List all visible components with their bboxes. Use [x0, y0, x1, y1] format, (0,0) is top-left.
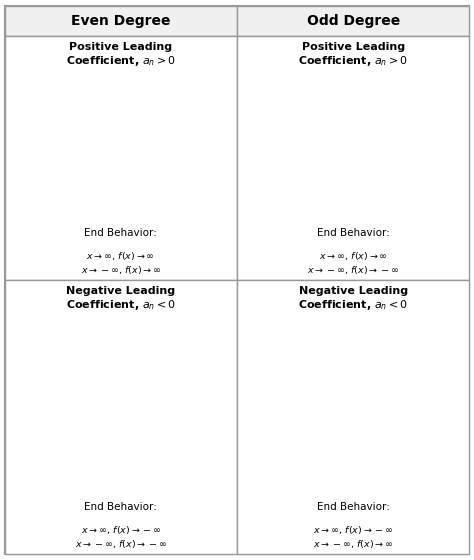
Text: $y$: $y$ — [129, 349, 139, 363]
Text: $x$: $x$ — [210, 419, 219, 432]
Text: $y$: $y$ — [129, 74, 139, 88]
Text: $y$: $y$ — [343, 349, 353, 363]
Text: Negative Leading
Coefficient, $a_n < 0$: Negative Leading Coefficient, $a_n < 0$ — [298, 286, 408, 311]
Text: Positive Leading
Coefficient, $a_n > 0$: Positive Leading Coefficient, $a_n > 0$ — [298, 42, 408, 68]
Text: End Behavior:: End Behavior: — [84, 228, 157, 238]
Text: Even Degree: Even Degree — [71, 14, 171, 28]
Text: Positive Leading
Coefficient, $a_n > 0$: Positive Leading Coefficient, $a_n > 0$ — [66, 42, 176, 68]
Text: End Behavior:: End Behavior: — [84, 502, 157, 512]
Text: $x \rightarrow \infty,\, f(x) \rightarrow \infty$
$x \rightarrow -\infty,\, f(x): $x \rightarrow \infty,\, f(x) \rightarro… — [81, 250, 161, 276]
Text: $x$: $x$ — [210, 144, 219, 158]
Text: $x$: $x$ — [423, 419, 433, 432]
Text: Odd Degree: Odd Degree — [307, 14, 400, 28]
Text: $x$: $x$ — [423, 144, 433, 158]
Text: $x \rightarrow \infty,\, f(x) \rightarrow -\infty$
$x \rightarrow -\infty,\, f(x: $x \rightarrow \infty,\, f(x) \rightarro… — [313, 524, 393, 550]
Text: End Behavior:: End Behavior: — [317, 502, 390, 512]
Text: Negative Leading
Coefficient, $a_n < 0$: Negative Leading Coefficient, $a_n < 0$ — [66, 286, 176, 311]
Text: $y$: $y$ — [343, 74, 353, 88]
Text: End Behavior:: End Behavior: — [317, 228, 390, 238]
Text: $x \rightarrow \infty,\, f(x) \rightarrow -\infty$
$x \rightarrow -\infty,\, f(x: $x \rightarrow \infty,\, f(x) \rightarro… — [75, 524, 167, 550]
Text: $x \rightarrow \infty,\, f(x) \rightarrow \infty$
$x \rightarrow -\infty,\, f(x): $x \rightarrow \infty,\, f(x) \rightarro… — [307, 250, 399, 276]
